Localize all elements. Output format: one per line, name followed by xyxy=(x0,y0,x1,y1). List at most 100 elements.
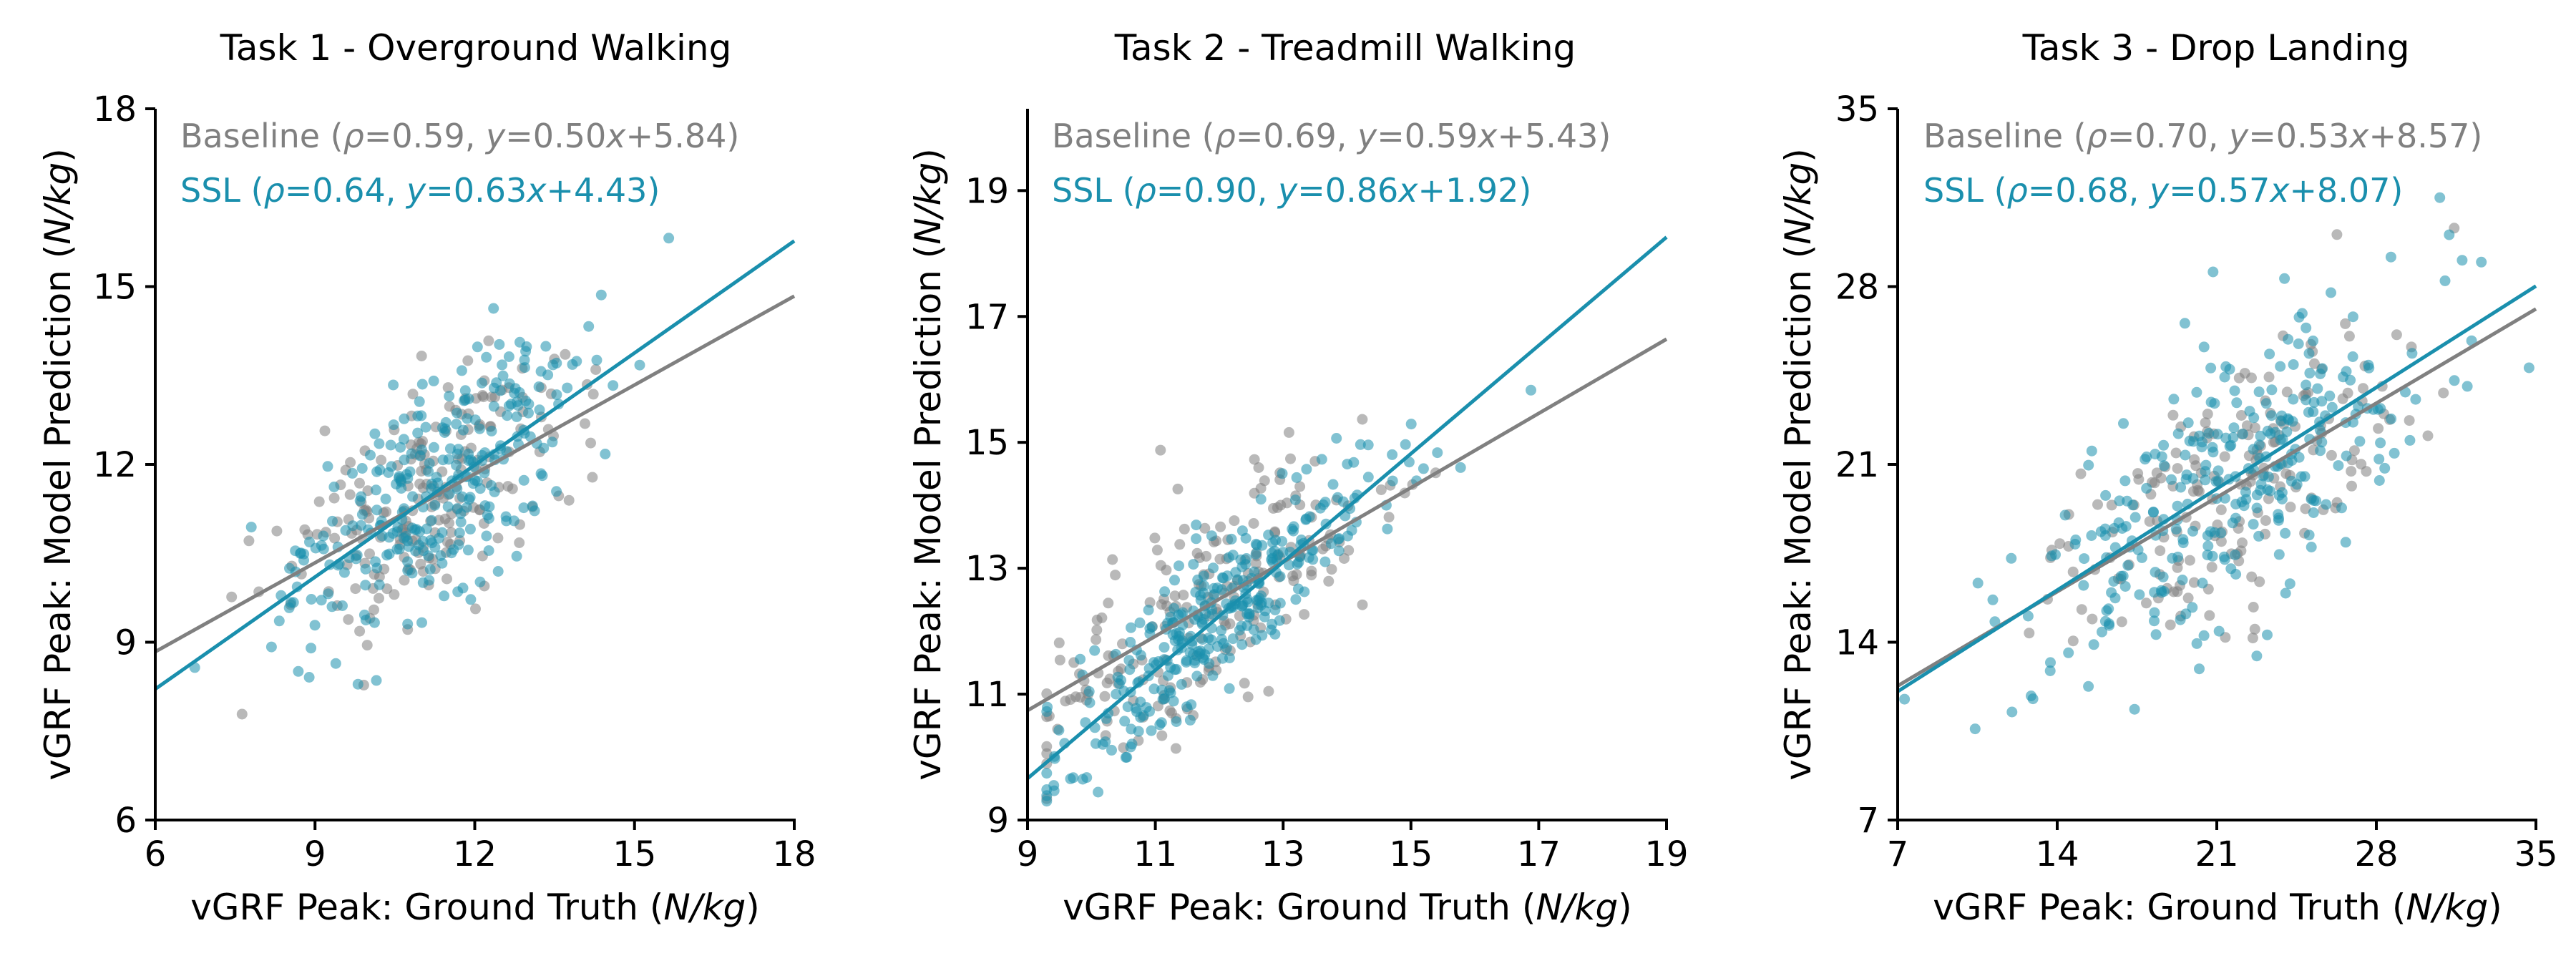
ssl-point xyxy=(2248,519,2259,530)
ssl-point xyxy=(386,461,397,472)
baseline-point xyxy=(1054,654,1065,665)
baseline-point xyxy=(2155,472,2167,484)
ssl-point xyxy=(2141,482,2152,494)
ssl-point xyxy=(2230,569,2242,580)
ssl-point xyxy=(2273,549,2285,560)
baseline-point xyxy=(1096,612,1108,623)
ssl-point xyxy=(2119,581,2131,592)
ssl-point xyxy=(338,567,350,578)
ssl-point xyxy=(540,341,552,352)
baseline-point xyxy=(1299,609,1310,620)
ssl-point xyxy=(424,458,435,469)
ssl-point xyxy=(457,424,469,436)
ssl-point xyxy=(443,454,454,465)
ssl-point xyxy=(1093,786,1104,798)
baseline-point xyxy=(369,604,379,615)
baseline-point xyxy=(1285,453,1296,464)
ssl-point xyxy=(303,672,315,683)
baseline-point xyxy=(1065,694,1076,706)
ssl-point xyxy=(1274,571,1286,582)
y-tick-label: 13 xyxy=(965,549,1009,589)
ssl-point xyxy=(2270,426,2281,438)
ssl-point xyxy=(1319,556,1331,567)
ssl-point xyxy=(2341,366,2352,377)
ssl-point xyxy=(508,515,519,527)
baseline-point xyxy=(2358,383,2368,394)
x-tick-label: 7 xyxy=(1887,834,1909,874)
ssl-point xyxy=(1116,675,1127,686)
baseline-point xyxy=(1155,444,1166,456)
ssl-point xyxy=(494,385,506,396)
ssl-point xyxy=(453,444,464,455)
x-tick-label: 18 xyxy=(772,834,816,874)
ssl-point xyxy=(439,590,450,602)
ssl-point xyxy=(1146,725,1157,736)
ssl-point xyxy=(1184,714,1196,726)
ssl-point xyxy=(600,449,611,459)
baseline-point xyxy=(585,437,596,449)
ssl-point xyxy=(394,472,404,484)
baseline-point xyxy=(2281,386,2293,398)
baseline-point xyxy=(328,492,340,504)
y-tick-label: 12 xyxy=(93,445,137,485)
baseline-point xyxy=(2391,329,2402,341)
ssl-point xyxy=(323,588,334,600)
ssl-point xyxy=(2129,703,2140,715)
baseline-point xyxy=(2087,613,2098,625)
ssl-point xyxy=(1122,701,1133,713)
ssl-point xyxy=(1987,594,1999,605)
baseline-point xyxy=(236,708,248,720)
baseline-point xyxy=(1306,570,1317,581)
baseline-point xyxy=(563,494,575,506)
ssl-point xyxy=(2101,605,2112,616)
ssl-point xyxy=(483,545,494,556)
baseline-point xyxy=(1357,414,1368,425)
ssl-point xyxy=(472,341,483,353)
baseline-point xyxy=(2190,460,2202,472)
regression-lines xyxy=(1896,284,2537,693)
ssl-point xyxy=(1227,633,1239,645)
ssl-point xyxy=(2308,507,2319,518)
ssl-fit-line xyxy=(1896,284,2537,693)
ssl-point xyxy=(2172,551,2184,562)
baseline-point xyxy=(1357,599,1368,610)
ssl-point xyxy=(1342,459,1353,470)
baseline-point xyxy=(514,537,525,548)
ssl-point xyxy=(2375,437,2386,449)
ssl-point xyxy=(2210,476,2222,487)
ssl-point xyxy=(1207,670,1219,681)
ssl-point xyxy=(451,419,462,430)
ssl-point xyxy=(1169,575,1180,586)
x-tick-label: 13 xyxy=(1262,834,1305,874)
baseline-point xyxy=(2235,410,2247,421)
ssl-point xyxy=(402,473,414,484)
baseline-point xyxy=(1215,521,1226,532)
baseline-point xyxy=(2076,604,2087,615)
ssl-point xyxy=(399,413,410,424)
baseline-point xyxy=(2247,633,2258,644)
y-tick-label: 15 xyxy=(965,423,1009,463)
ssl-point xyxy=(2279,273,2290,284)
x-axis-label: vGRF Peak: Ground Truth (N/kg) xyxy=(190,887,760,928)
baseline-point xyxy=(2067,566,2079,577)
baseline-point xyxy=(343,614,354,625)
ssl-point xyxy=(1156,684,1168,696)
y-axis-label: vGRF Peak: Model Prediction (N/kg) xyxy=(907,148,949,780)
ssl-point xyxy=(1325,538,1337,550)
ssl-point xyxy=(1125,637,1136,648)
baseline-point xyxy=(1110,570,1121,581)
ssl-point xyxy=(1158,642,1170,653)
baseline-point xyxy=(2202,409,2213,420)
baseline-point xyxy=(2249,623,2260,635)
ssl-point xyxy=(2104,620,2115,631)
ssl-point xyxy=(1301,464,1312,475)
ssl-point xyxy=(462,413,473,424)
baseline-point xyxy=(1178,590,1189,601)
ssl-point xyxy=(511,411,522,422)
ssl-point xyxy=(2230,512,2241,524)
baseline-point xyxy=(2373,423,2384,434)
ssl-point xyxy=(511,550,522,562)
ssl-point xyxy=(1362,472,1374,483)
scatter-points xyxy=(1899,192,2534,735)
baseline-point xyxy=(2346,480,2357,492)
